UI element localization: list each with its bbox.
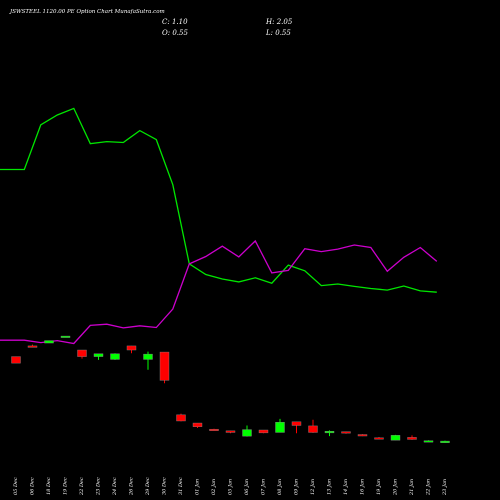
candle [308,419,318,433]
candle-body [11,356,21,364]
x-tick-label: 06 Dec [30,477,36,495]
x-tick-label: 05 Jan [228,479,234,495]
candle-body [374,437,384,440]
x-tick-label: 29 Dec [145,477,151,496]
x-tick-label: 24 Dec [112,477,118,496]
x-tick-label: 06 Jan [244,479,250,495]
candle [242,425,252,437]
candle [143,351,153,370]
candle-body [357,434,368,437]
x-tick-label: 02 Jan [211,479,217,495]
candle-body [176,414,186,422]
candle [275,418,285,433]
candle [407,435,417,440]
series-line-1 [0,239,438,345]
candle [341,431,351,434]
candle-body [93,353,104,357]
x-tick-label: 22 Jan [426,479,432,496]
candlesticks [11,335,450,443]
candle [60,335,71,338]
candle [126,345,137,354]
x-tick-label: 19 Jan [376,479,382,495]
candle-body [110,353,120,360]
candle-body [390,435,401,441]
x-tick-label: 14 Jan [343,479,349,495]
x-tick-label: 09 Jan [294,479,300,495]
candle [11,356,21,364]
candle-body [225,430,236,433]
candle-body [143,353,153,360]
low-label: L: 0.55 [265,29,291,37]
candle-body [159,351,170,381]
x-tick-label: 18 Dec [46,477,52,495]
candle-body [341,431,351,434]
candle-body [60,335,71,338]
x-tick-label: 22 Dec [79,477,85,496]
x-tick-label: 20 Jan [393,479,399,496]
x-tick-label: 30 Dec [162,477,168,495]
x-tick-label: 23 Jan [442,479,448,496]
candle-body [44,340,54,344]
x-tick-label: 23 Dec [96,477,102,496]
candle [209,428,219,431]
chart-title: JSWSTEEL 1120.00 PE Option Chart MunafaS… [9,9,165,15]
candle-body [291,421,302,426]
candle [77,349,87,359]
candle-body [324,431,335,434]
candle-body [275,422,285,433]
candle-body [27,345,38,348]
candle [44,340,54,344]
x-tick-label: 13 Jan [327,479,333,495]
candle [423,440,434,443]
candle [291,421,302,434]
candle [225,430,236,434]
x-tick-label: 21 Jan [409,479,415,496]
candle [324,430,335,437]
candle [440,440,450,443]
series-line-0 [0,107,437,293]
x-tick-label: 31 Dec [178,477,184,495]
candle [93,353,104,360]
candle-body [242,429,252,437]
candle [357,434,368,437]
candle [258,429,269,434]
x-tick-label: 01 Jan [195,479,201,495]
x-tick-label: 19 Dec [63,477,69,495]
candle-body [308,425,318,433]
x-tick-label: 08 Jan [277,479,283,495]
candle [159,351,170,384]
x-tick-label: 05 Dec [13,477,19,495]
open-label: O: 0.55 [162,29,188,37]
candle-body [126,345,137,351]
x-tick-label: 12 Jan [310,479,316,495]
x-tick-label: 16 Jan [360,479,366,495]
candle-body [192,422,203,427]
candle-body [407,437,417,440]
candle-body [209,428,219,431]
candle-body [77,349,87,357]
x-tick-label: 26 Dec [129,477,135,496]
candle [27,344,38,348]
candle [176,413,186,422]
close-label: C: 1.10 [162,18,188,26]
candle [192,422,203,428]
candle-body [423,440,434,443]
indicator-lines [0,107,438,345]
candle-body [440,440,450,443]
candle [110,353,120,360]
candle [374,436,384,440]
candle [390,434,401,441]
candle-body [258,429,269,434]
high-label: H: 2.05 [265,18,293,26]
x-tick-label: 07 Jan [261,479,267,495]
x-axis-labels: 05 Dec 06 Dec 18 Dec 19 Dec 22 Dec 23 Dec 24 D… [13,477,448,496]
